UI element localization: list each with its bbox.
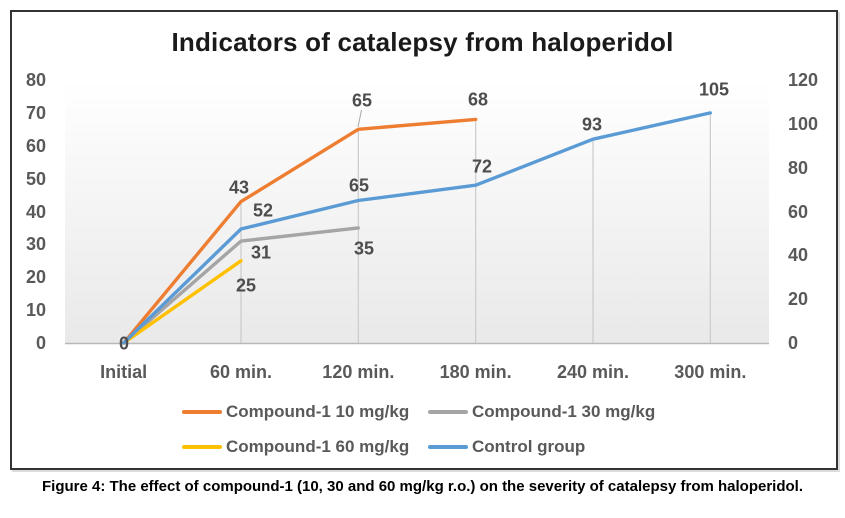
label-leader-line (357, 109, 362, 128)
y-axis-left-tick: 80 (25, 70, 46, 90)
legend-dash-compound1-60 (182, 444, 222, 449)
y-axis-left-tick: 20 (25, 267, 46, 288)
y-axis-left-tick: 70 (25, 102, 46, 123)
y-axis-left-tick: 40 (25, 201, 46, 222)
data-label-control-240min: 93 (581, 114, 603, 135)
y-axis-right-tick: 20 (788, 289, 809, 310)
y-axis-right-tick: 120 (788, 70, 819, 90)
series-line-compound-1-60-mg-kg (121, 259, 243, 345)
y-axis-left-tick: 0 (35, 333, 46, 353)
y-axis-right-tick: 0 (788, 333, 799, 353)
y-axis-left-tick: 10 (25, 300, 46, 321)
data-label-c30-60min: 31 (250, 242, 272, 263)
x-tick-label: 120 min. (322, 362, 395, 382)
chart-title: Indicators of catalepsy from haloperidol (171, 27, 674, 57)
data-label-control-300min: 105 (698, 79, 730, 100)
data-label-c10-180min: 68 (467, 89, 489, 110)
legend-item-compound1-60: Compound-1 60 mg/kg (182, 437, 409, 456)
series-line-compound-1-10-mg-kg (121, 117, 478, 345)
x-tick-label: 180 min. (439, 362, 512, 382)
legend-label: Compound-1 10 mg/kg (226, 401, 410, 421)
legend-dash-compound1-30 (428, 409, 468, 414)
y-axis-left-tick: 50 (25, 168, 46, 189)
data-label-control-180min: 72 (471, 156, 493, 177)
legend-item-control: Control group (428, 437, 585, 456)
data-label-initial-0: 0 (118, 333, 130, 354)
series-line-compound-1-30-mg-kg (121, 226, 360, 345)
y-axis-left-tick: 30 (25, 234, 46, 255)
y-axis-right-tick: 80 (788, 157, 809, 178)
y-axis-right-tick: 40 (788, 245, 809, 266)
data-label-control-60min: 52 (252, 200, 274, 221)
x-tick-label: Initial (100, 362, 148, 382)
data-label-c60-60min: 25 (235, 275, 257, 296)
x-tick-label: 240 min. (556, 362, 630, 382)
legend-dash-compound1-10 (182, 409, 222, 414)
legend-dash-control (428, 444, 468, 449)
legend-item-compound1-10: Compound-1 10 mg/kg (182, 402, 409, 421)
data-label-c10-60min: 43 (228, 177, 250, 198)
figure-caption: Figure 4: The effect of compound-1 (10, … (42, 478, 803, 495)
legend-item-compound1-30: Compound-1 30 mg/kg (428, 402, 655, 421)
data-label-control-120min: 65 (348, 175, 370, 196)
legend-label: Compound-1 30 mg/kg (472, 401, 656, 421)
data-label-c30-120min: 35 (353, 238, 375, 259)
series-line-control-group (121, 111, 712, 345)
y-axis-right-tick: 60 (788, 201, 809, 222)
y-axis-right-tick: 100 (788, 113, 819, 134)
x-tick-label: 60 min. (209, 362, 273, 382)
data-label-c10-120min: 65 (351, 90, 373, 111)
x-tick-label: 300 min. (674, 362, 747, 382)
legend-label: Compound-1 60 mg/kg (226, 436, 410, 456)
y-axis-left-tick: 60 (25, 135, 46, 156)
legend-label: Control group (472, 436, 586, 456)
